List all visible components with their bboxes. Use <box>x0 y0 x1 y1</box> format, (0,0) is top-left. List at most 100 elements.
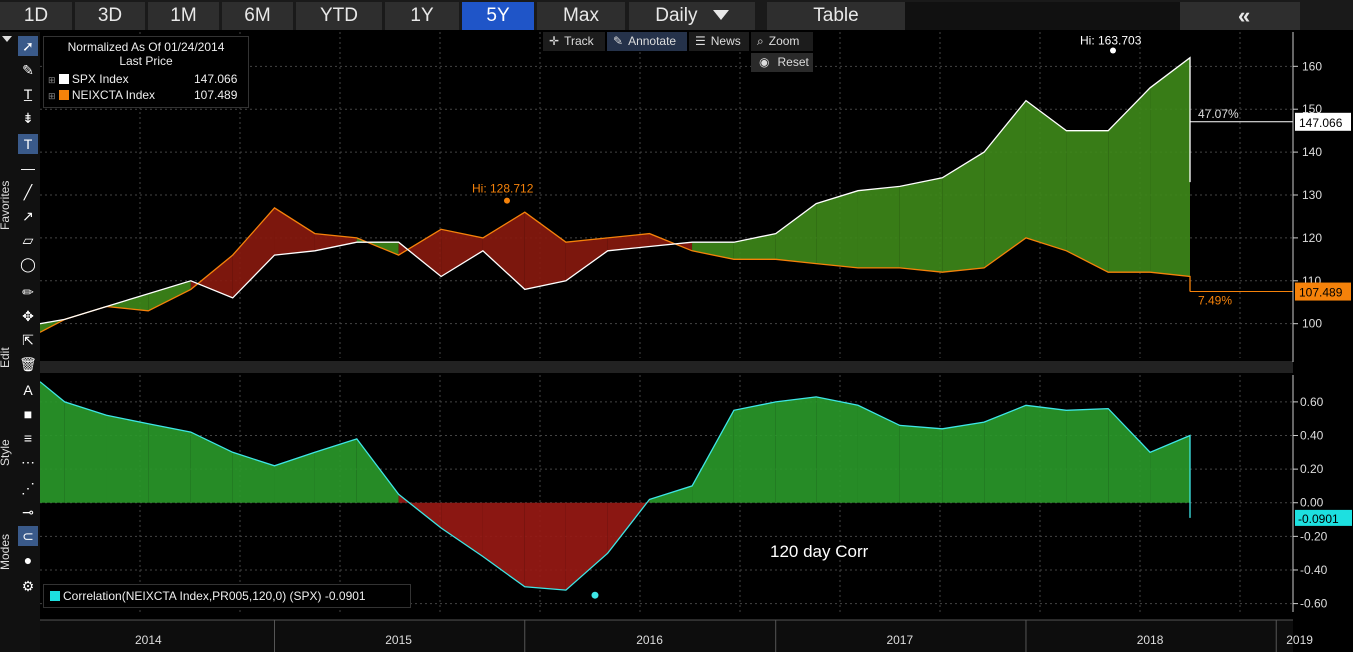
range-button-max[interactable]: Max <box>537 2 625 30</box>
underperform-fill <box>441 229 483 277</box>
legend-item-spx[interactable]: ⊞ SPX Index 147.066 <box>48 72 244 86</box>
line-style-icon[interactable]: ⋯ <box>21 454 35 470</box>
toolbar-spacer <box>905 2 1180 30</box>
positive-correlation-fill <box>64 401 107 503</box>
x-tick-label: 2015 <box>385 633 412 647</box>
positive-correlation-fill <box>190 432 233 503</box>
legend-item-neixcta[interactable]: ⊞ NEIXCTA Index 107.489 <box>48 88 244 102</box>
spx-line <box>40 56 1191 325</box>
cursor-icon[interactable]: ⇱ <box>22 332 34 348</box>
positive-correlation-fill <box>1150 435 1190 503</box>
positive-correlation-fill <box>232 452 275 503</box>
spx-value: 147.066 <box>194 72 238 86</box>
reset-button[interactable]: ◉ Reset <box>751 53 813 72</box>
crosshair-icon[interactable]: ⊂ <box>18 526 38 546</box>
outperform-fill <box>899 177 943 273</box>
line-weight-icon[interactable]: ≡ <box>23 430 33 446</box>
spx-name: SPX Index <box>71 72 129 86</box>
text-box-icon[interactable]: T <box>18 134 38 154</box>
font-icon[interactable]: A <box>23 382 33 398</box>
chevron-down-icon <box>712 10 729 20</box>
range-button-5y[interactable]: 5Y <box>462 2 534 30</box>
outperform-fill <box>1066 130 1109 273</box>
text-format-icon[interactable]: ⇟ <box>22 110 34 126</box>
arrow-line-icon[interactable]: ↗ <box>22 208 34 224</box>
spx-swatch <box>58 74 69 84</box>
outperform-fill <box>106 293 149 311</box>
x-tick-label: 2017 <box>886 633 913 647</box>
sidebar-label-edit: Edit <box>0 347 12 368</box>
underperform-fill <box>524 212 566 290</box>
underperform-fill <box>232 207 275 298</box>
pointer-icon[interactable]: ➚ <box>18 36 38 56</box>
underperform-fill <box>482 212 525 290</box>
range-button-1y[interactable]: 1Y <box>385 2 459 30</box>
table-button[interactable]: Table <box>767 2 905 30</box>
expand-icon[interactable]: ⊞ <box>48 91 56 101</box>
panel-divider <box>40 361 1293 373</box>
correlation-swatch <box>50 591 60 601</box>
lower-legend[interactable]: Correlation(NEIXCTA Index,PR005,120,0) (… <box>43 584 411 608</box>
trash-icon[interactable]: 🗑 <box>19 356 37 372</box>
range-button-3d[interactable]: 3D <box>75 2 145 30</box>
correlation-last-value: -0.0901 <box>1298 512 1339 526</box>
collapse-button[interactable]: « <box>1180 2 1300 30</box>
y-tick-label: -0.60 <box>1300 597 1328 611</box>
correlation-line <box>40 381 1191 591</box>
circle-icon[interactable]: ◯ <box>20 256 36 272</box>
y-tick-label: 160 <box>1302 59 1322 73</box>
underperform-fill <box>398 229 442 277</box>
news-button[interactable]: ☰ News <box>689 32 749 51</box>
positive-correlation-fill <box>692 410 734 503</box>
move-icon[interactable]: ✥ <box>22 308 34 324</box>
range-button-1d[interactable]: 1D <box>0 2 72 30</box>
y-tick-label: 0.40 <box>1300 429 1324 443</box>
neixcta-high-label: Hi: 128.712 <box>472 182 534 196</box>
outperform-fill <box>775 203 817 264</box>
neixcta-value: 107.489 <box>194 88 238 102</box>
gear-icon[interactable]: ⚙ <box>21 578 35 594</box>
outperform-fill <box>1025 100 1067 251</box>
neixcta-last-value: 107.489 <box>1299 286 1343 300</box>
track-button[interactable]: ✛ Track <box>543 32 605 51</box>
horizontal-line-icon[interactable]: — <box>21 160 35 176</box>
positive-correlation-fill <box>816 396 858 503</box>
collapse-arrow-icon[interactable] <box>2 36 12 42</box>
frequency-dropdown[interactable]: Daily <box>629 2 755 30</box>
sidebar-label-modes: Modes <box>0 533 12 570</box>
reset-icon: ◉ <box>759 55 770 69</box>
range-button-ytd[interactable]: YTD <box>296 2 382 30</box>
zoom-button[interactable]: ⌕ Zoom <box>751 32 813 51</box>
outperform-fill <box>692 242 734 260</box>
positive-correlation-fill <box>899 425 943 503</box>
annotate-button[interactable]: ✎ Annotate <box>607 32 687 51</box>
pen-icon[interactable]: ✎ <box>22 62 34 78</box>
draw-mode-icon[interactable]: ⋰ <box>21 480 35 496</box>
annotate-label: Annotate <box>628 34 677 48</box>
negative-correlation-fill <box>441 502 483 557</box>
neixcta-high-marker <box>504 197 510 204</box>
zoom-label: Zoom <box>768 34 800 48</box>
text-style-icon[interactable]: T̲ <box>23 86 33 102</box>
channel-icon[interactable]: ▱ <box>22 232 34 248</box>
time-axis-band <box>40 620 1353 652</box>
fill-color-icon[interactable]: ■ <box>23 406 33 422</box>
range-button-1m[interactable]: 1M <box>148 2 219 30</box>
y-tick-label: 100 <box>1302 317 1322 331</box>
y-tick-label: 0.20 <box>1300 462 1324 476</box>
positive-correlation-fill <box>733 401 776 503</box>
trend-line-icon[interactable]: ╱ <box>23 184 33 200</box>
expand-icon[interactable]: ⊞ <box>48 75 56 85</box>
pencil-icon[interactable]: ✏ <box>22 284 34 300</box>
range-toolbar: 1D 3D 1M 6M YTD 1Y 5Y Max Daily Table « <box>0 0 1353 30</box>
positive-correlation-fill <box>40 381 65 503</box>
palette-icon[interactable]: ● <box>23 552 33 568</box>
spx-change-label: 47.07% <box>1198 107 1239 121</box>
spx-high-marker <box>1110 47 1116 54</box>
range-button-6m[interactable]: 6M <box>222 2 293 30</box>
positive-correlation-fill <box>942 422 985 503</box>
magnet-icon[interactable]: ⊸ <box>22 504 34 520</box>
news-label: News <box>710 34 741 48</box>
y-tick-label: 0.60 <box>1300 395 1324 409</box>
